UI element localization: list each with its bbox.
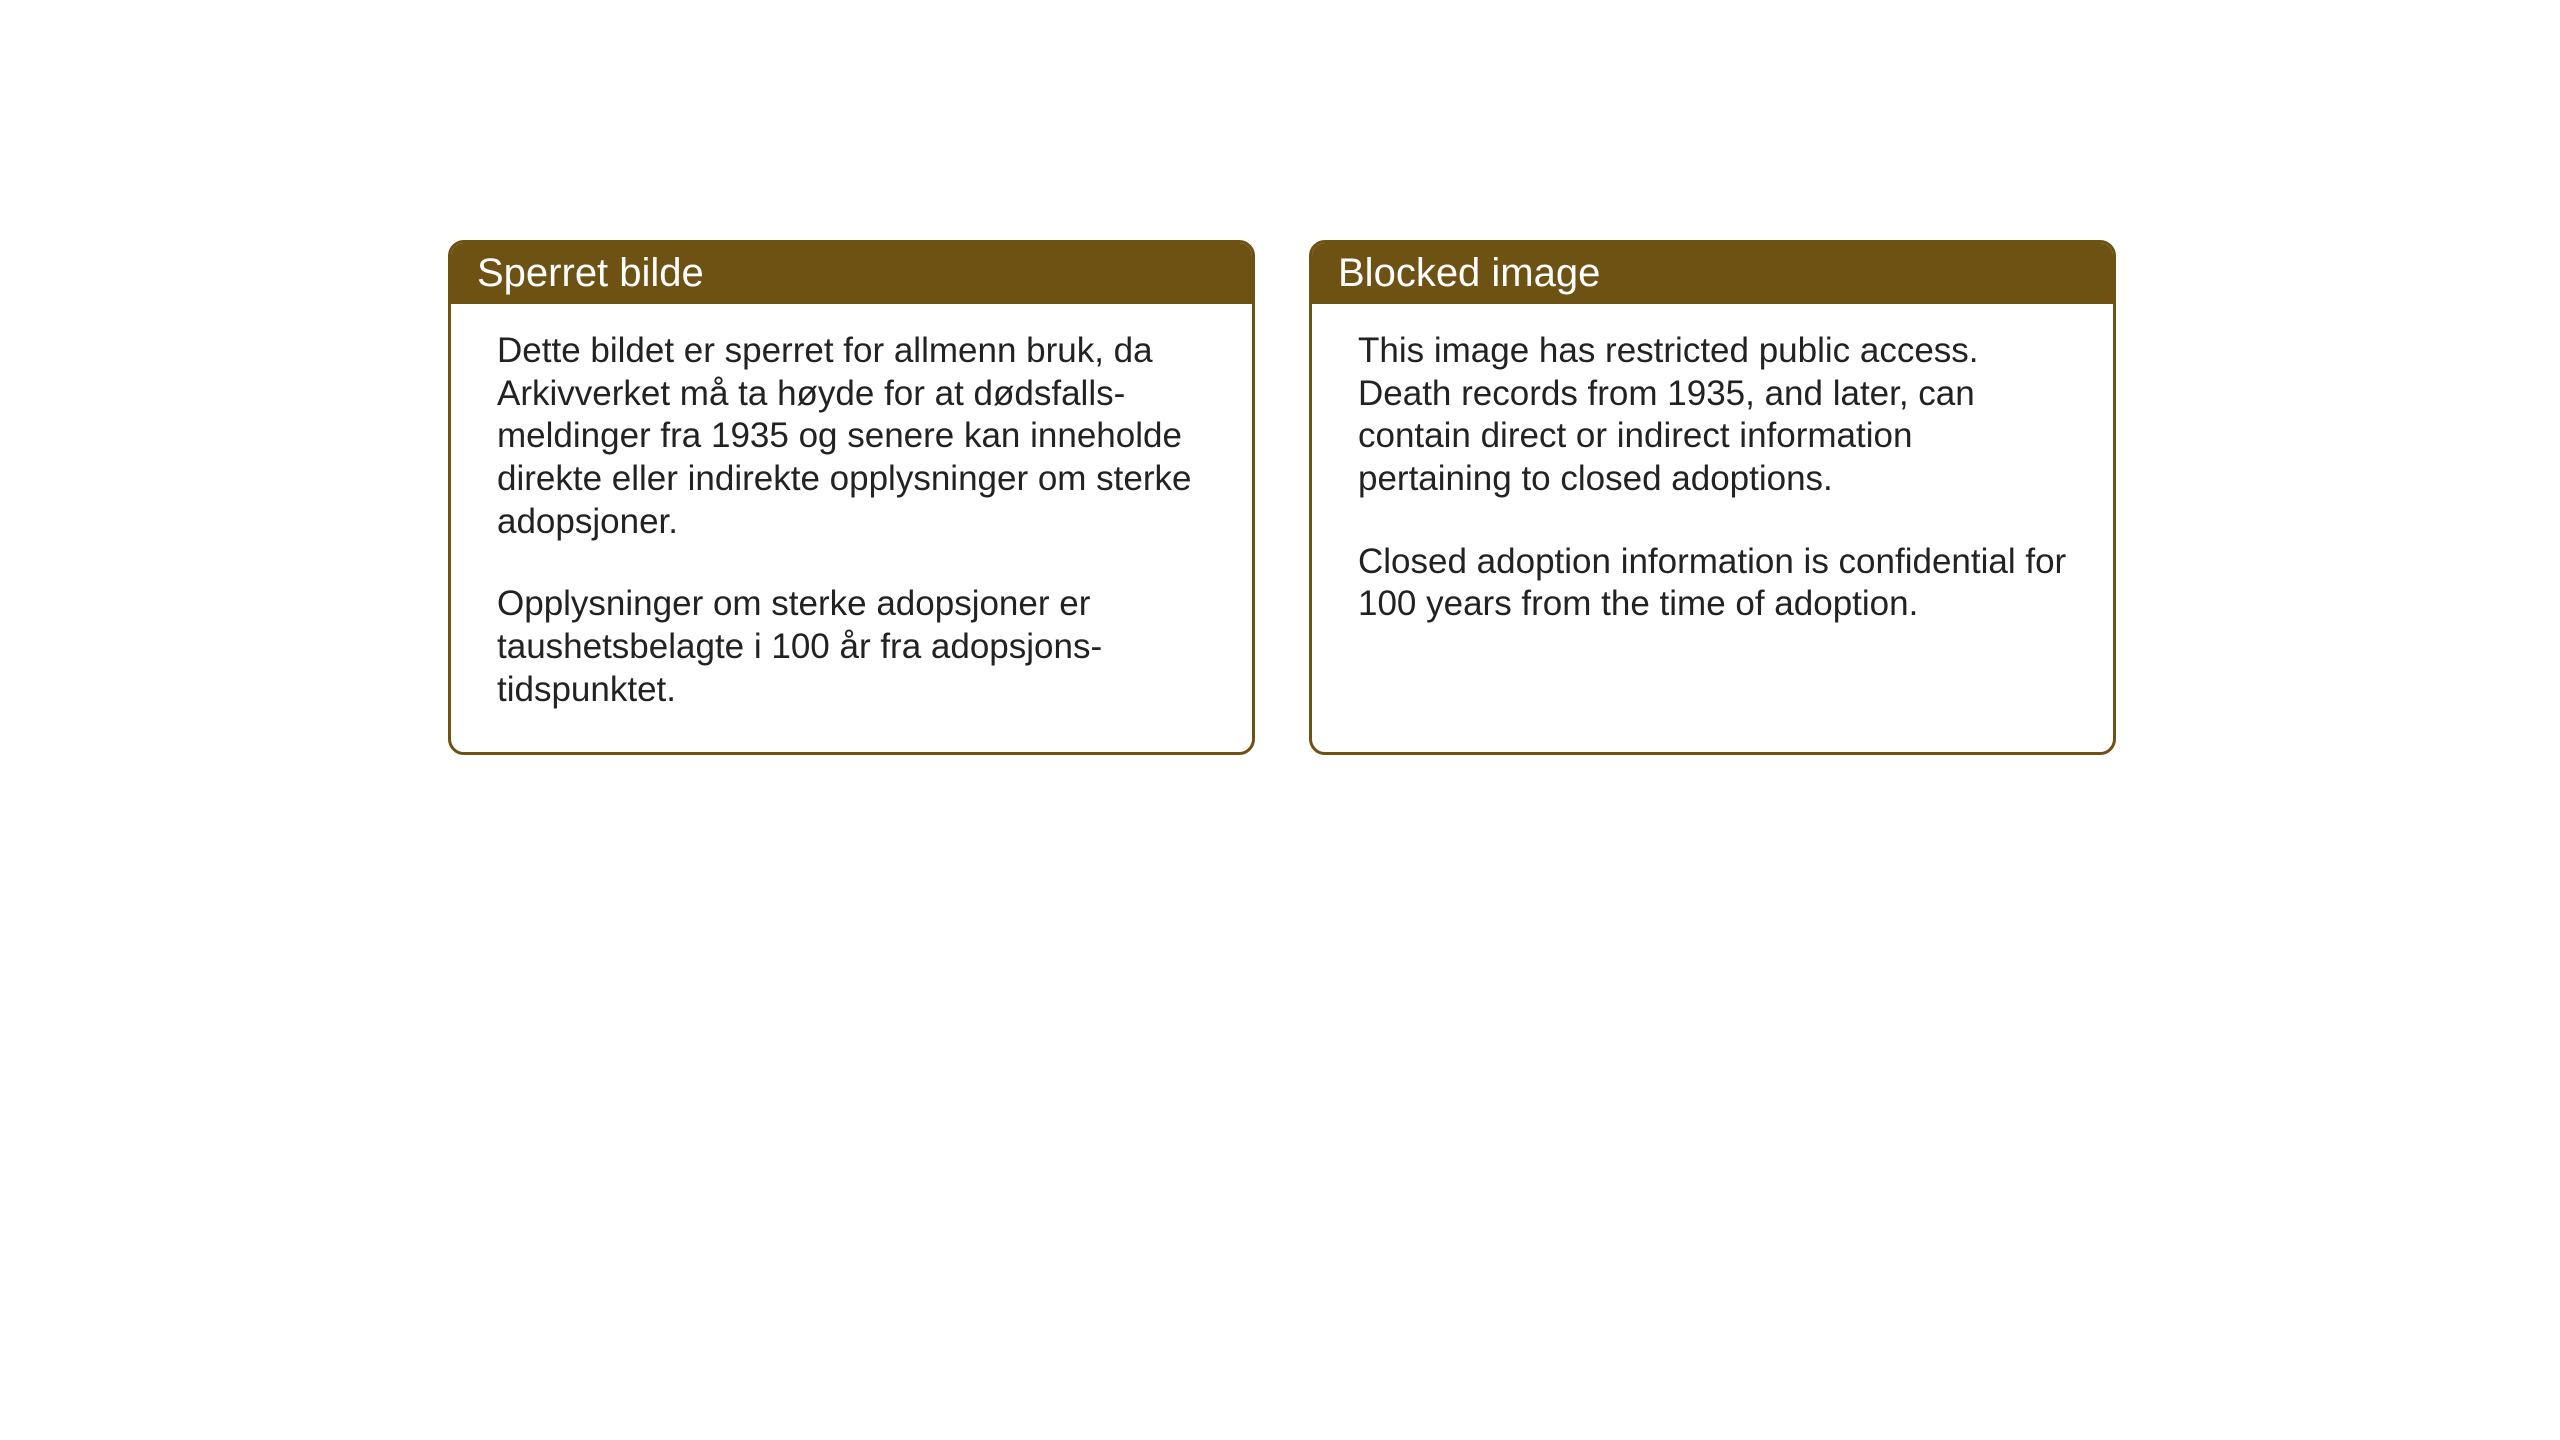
norwegian-card-title: Sperret bilde	[477, 251, 704, 295]
norwegian-paragraph-2: Opplysninger om sterke adopsjoner er tau…	[497, 583, 1206, 711]
norwegian-card: Sperret bilde Dette bildet er sperret fo…	[448, 240, 1255, 755]
message-container: Sperret bilde Dette bildet er sperret fo…	[448, 240, 2116, 755]
norwegian-paragraph-1: Dette bildet er sperret for allmenn bruk…	[497, 330, 1206, 543]
english-card: Blocked image This image has restricted …	[1309, 240, 2116, 755]
english-card-body: This image has restricted public access.…	[1312, 304, 2113, 666]
english-card-title: Blocked image	[1338, 251, 1600, 295]
english-card-header: Blocked image	[1312, 243, 2113, 304]
english-paragraph-1: This image has restricted public access.…	[1358, 330, 2067, 501]
english-paragraph-2: Closed adoption information is confident…	[1358, 541, 2067, 626]
norwegian-card-header: Sperret bilde	[451, 243, 1252, 304]
norwegian-card-body: Dette bildet er sperret for allmenn bruk…	[451, 304, 1252, 752]
